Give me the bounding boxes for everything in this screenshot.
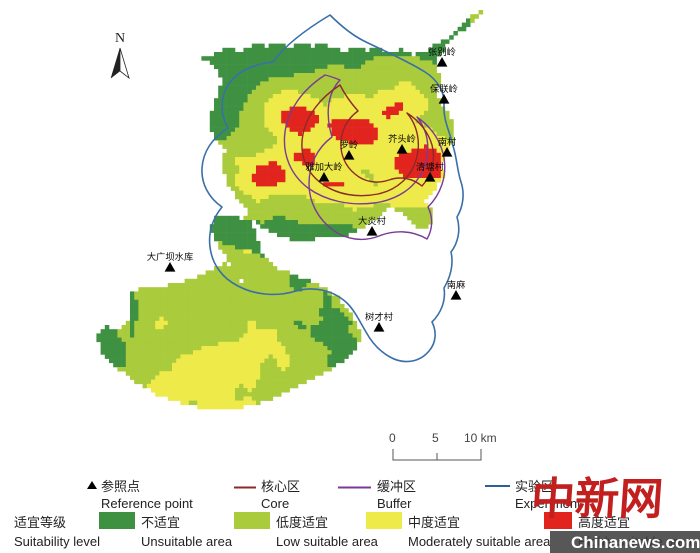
svg-text:罗岭: 罗岭 [340, 139, 359, 150]
svg-text:N: N [115, 31, 125, 46]
svg-text:芥头岭: 芥头岭 [388, 133, 416, 144]
svg-text:参照点: 参照点 [101, 479, 140, 494]
svg-text:中度适宜: 中度适宜 [408, 515, 460, 530]
svg-text:Moderately suitable area: Moderately suitable area [408, 534, 551, 549]
svg-text:10 km: 10 km [464, 431, 497, 445]
svg-text:缓冲区: 缓冲区 [377, 479, 416, 494]
svg-text:核心区: 核心区 [261, 479, 300, 494]
svg-text:Chinanews.com: Chinanews.com [571, 533, 700, 552]
svg-text:Suitability level: Suitability level [14, 534, 100, 549]
svg-text:南麻: 南麻 [447, 279, 466, 290]
svg-text:保联岭: 保联岭 [430, 83, 458, 94]
svg-text:Unsuitable area: Unsuitable area [141, 534, 233, 549]
svg-text:中新网: 中新网 [529, 475, 664, 524]
svg-text:Low suitable area: Low suitable area [276, 534, 379, 549]
svg-text:不适宜: 不适宜 [141, 515, 180, 530]
svg-text:大炎村: 大炎村 [358, 215, 386, 226]
svg-text:清塘村: 清塘村 [416, 161, 444, 172]
svg-text:雅加大岭: 雅加大岭 [305, 161, 342, 172]
svg-text:树才村: 树才村 [365, 311, 393, 322]
svg-text:适宜等级: 适宜等级 [14, 515, 66, 530]
svg-text:5: 5 [432, 431, 439, 445]
svg-text:Core: Core [261, 496, 289, 511]
svg-text:0: 0 [389, 431, 396, 445]
svg-text:Reference point: Reference point [101, 496, 193, 511]
svg-text:低度适宜: 低度适宜 [276, 515, 328, 530]
svg-text:大广坝水库: 大广坝水库 [147, 251, 194, 262]
svg-text:张别岭: 张别岭 [428, 46, 456, 57]
svg-text:Buffer: Buffer [377, 496, 412, 511]
svg-text:南村: 南村 [438, 136, 457, 147]
